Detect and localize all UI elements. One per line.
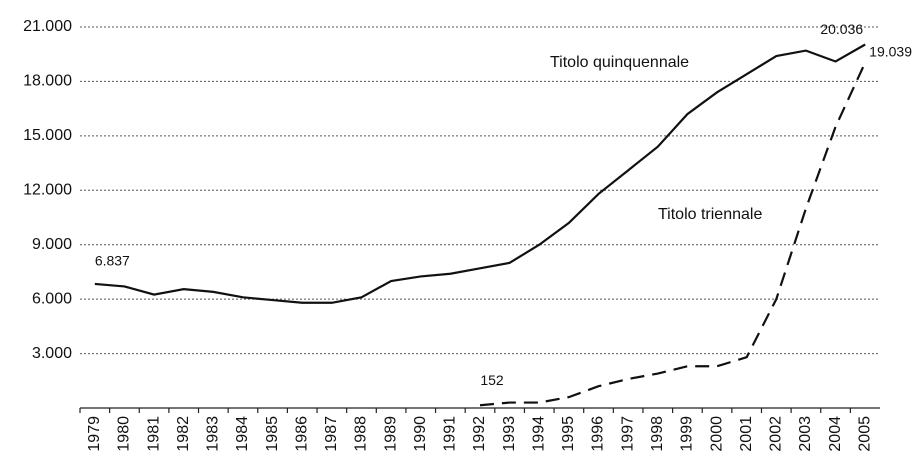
data-label: 19.039 [869, 43, 912, 59]
x-tick-label: 1994 [530, 416, 547, 452]
series-line [94, 43, 866, 304]
x-tick-label: 2005 [856, 416, 873, 452]
x-tick-label: 2002 [768, 416, 785, 452]
y-tick-label: 21.000 [23, 18, 72, 35]
x-tick-label: 1985 [264, 416, 281, 452]
x-tick-label: 1984 [234, 416, 251, 452]
x-tick-label: 1999 [679, 416, 696, 452]
y-tick-label: 6.000 [32, 290, 72, 307]
x-tick-label: 1991 [442, 416, 459, 452]
data-label: 152 [480, 372, 504, 388]
series-annotation: Titolo triennale [658, 206, 762, 223]
x-tick-label: 1983 [205, 416, 222, 452]
y-tick-label: 15.000 [23, 127, 72, 144]
x-tick-label: 1995 [560, 416, 577, 452]
series-annotation: Titolo quinquennale [550, 54, 689, 71]
x-tick-label: 1990 [412, 416, 429, 452]
x-tick-label: 1987 [323, 416, 340, 452]
x-tick-label: 1992 [471, 416, 488, 452]
x-tick-label: 1980 [116, 416, 133, 452]
x-tick-label: 1982 [175, 416, 192, 452]
x-tick-label: 1989 [382, 416, 399, 452]
x-tick-label: 1979 [86, 416, 103, 452]
y-tick-label: 18.000 [23, 73, 72, 90]
x-tick-label: 1996 [590, 416, 607, 452]
x-tick-label: 1998 [649, 416, 666, 452]
y-tick-label: 12.000 [23, 182, 72, 199]
x-tick-label: 1993 [501, 416, 518, 452]
x-tick-label: 2003 [797, 416, 814, 452]
x-tick-label: 1981 [145, 416, 162, 452]
x-tick-label: 1988 [353, 416, 370, 452]
x-tick-label: 2001 [738, 416, 755, 452]
x-tick-label: 2004 [827, 416, 844, 452]
data-label: 6.837 [95, 253, 130, 269]
data-label: 20.036 [820, 21, 863, 37]
x-tick-label: 1986 [293, 416, 310, 452]
x-tick-label: 2000 [708, 416, 725, 452]
y-tick-label: 3.000 [32, 345, 72, 362]
y-tick-label: 9.000 [32, 236, 72, 253]
x-tick-label: 1997 [619, 416, 636, 452]
